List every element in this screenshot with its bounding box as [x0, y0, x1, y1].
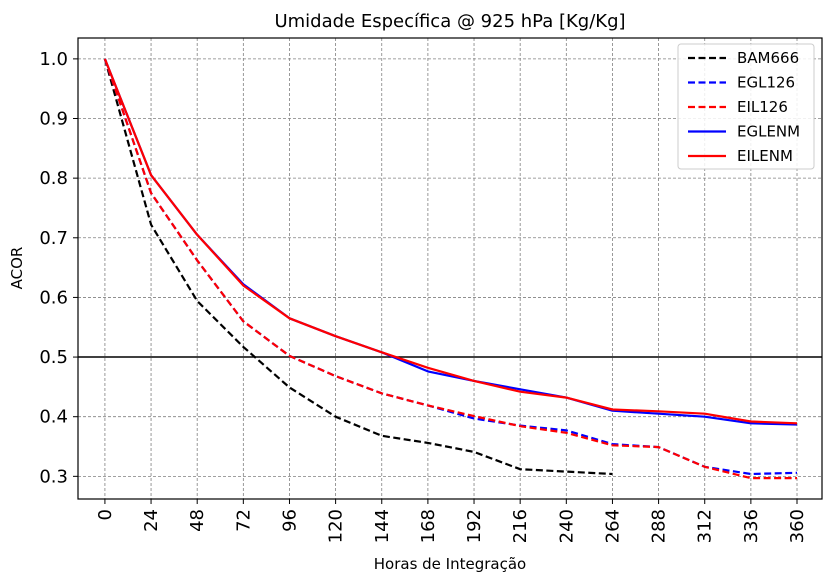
x-tick-label: 240	[556, 509, 577, 543]
legend-label-eilenm: EILENM	[737, 147, 793, 165]
y-axis-ticks: 0.3 0.4 0.5 0.6 0.7 0.8 0.9 1.0	[39, 49, 78, 487]
chart-title: Umidade Específica @ 925 hPa [Kg/Kg]	[274, 11, 625, 32]
series-line-egl126	[103, 58, 798, 476]
x-tick-label: 96	[279, 509, 300, 532]
x-tick-label: 0	[95, 509, 116, 520]
y-tick-label: 1.0	[39, 49, 68, 70]
legend-label-egl126: EGL126	[737, 74, 795, 92]
y-tick-label: 0.3	[39, 466, 68, 487]
y-tick-label: 0.5	[39, 347, 68, 368]
x-tick-label: 312	[695, 509, 716, 543]
legend: BAM666 EGL126 EIL126 EGLENM EILENM	[677, 43, 815, 170]
x-axis-label: Horas de Integração	[374, 555, 526, 573]
legend-label-eglenm: EGLENM	[737, 123, 800, 141]
legend-label-eil126: EIL126	[737, 98, 788, 116]
x-axis-ticks: 0 24 48 72 96 120 144 168 192 216 240 264 288 312 336 3…	[95, 499, 808, 543]
plot-frame	[77, 37, 823, 500]
y-tick-label: 0.6	[39, 287, 68, 308]
x-tick-label: 120	[326, 509, 347, 543]
y-tick-label: 0.9	[39, 109, 68, 130]
x-tick-label: 216	[510, 509, 531, 543]
x-tick-label: 72	[233, 509, 254, 532]
x-tick-label: 288	[649, 509, 670, 543]
legend-box	[677, 43, 815, 170]
x-tick-label: 48	[187, 509, 208, 532]
series-line-eil126	[103, 58, 797, 480]
legend-label-bam666: BAM666	[737, 49, 799, 67]
x-tick-label: 264	[602, 509, 623, 543]
y-axis-label: ACOR	[8, 247, 26, 290]
y-tick-label: 0.8	[39, 168, 68, 189]
y-tick-label: 0.4	[39, 407, 68, 428]
x-tick-label: 336	[741, 509, 762, 543]
series-line-eilenm	[103, 58, 798, 425]
x-tick-label: 192	[464, 509, 485, 543]
y-tick-label: 0.7	[39, 228, 68, 249]
series-line-bam666	[103, 58, 613, 476]
series-lines	[103, 58, 798, 480]
x-tick-label: 144	[372, 509, 393, 543]
x-tick-label: 360	[787, 509, 808, 543]
x-tick-label: 24	[141, 509, 162, 532]
x-tick-label: 168	[418, 509, 439, 543]
